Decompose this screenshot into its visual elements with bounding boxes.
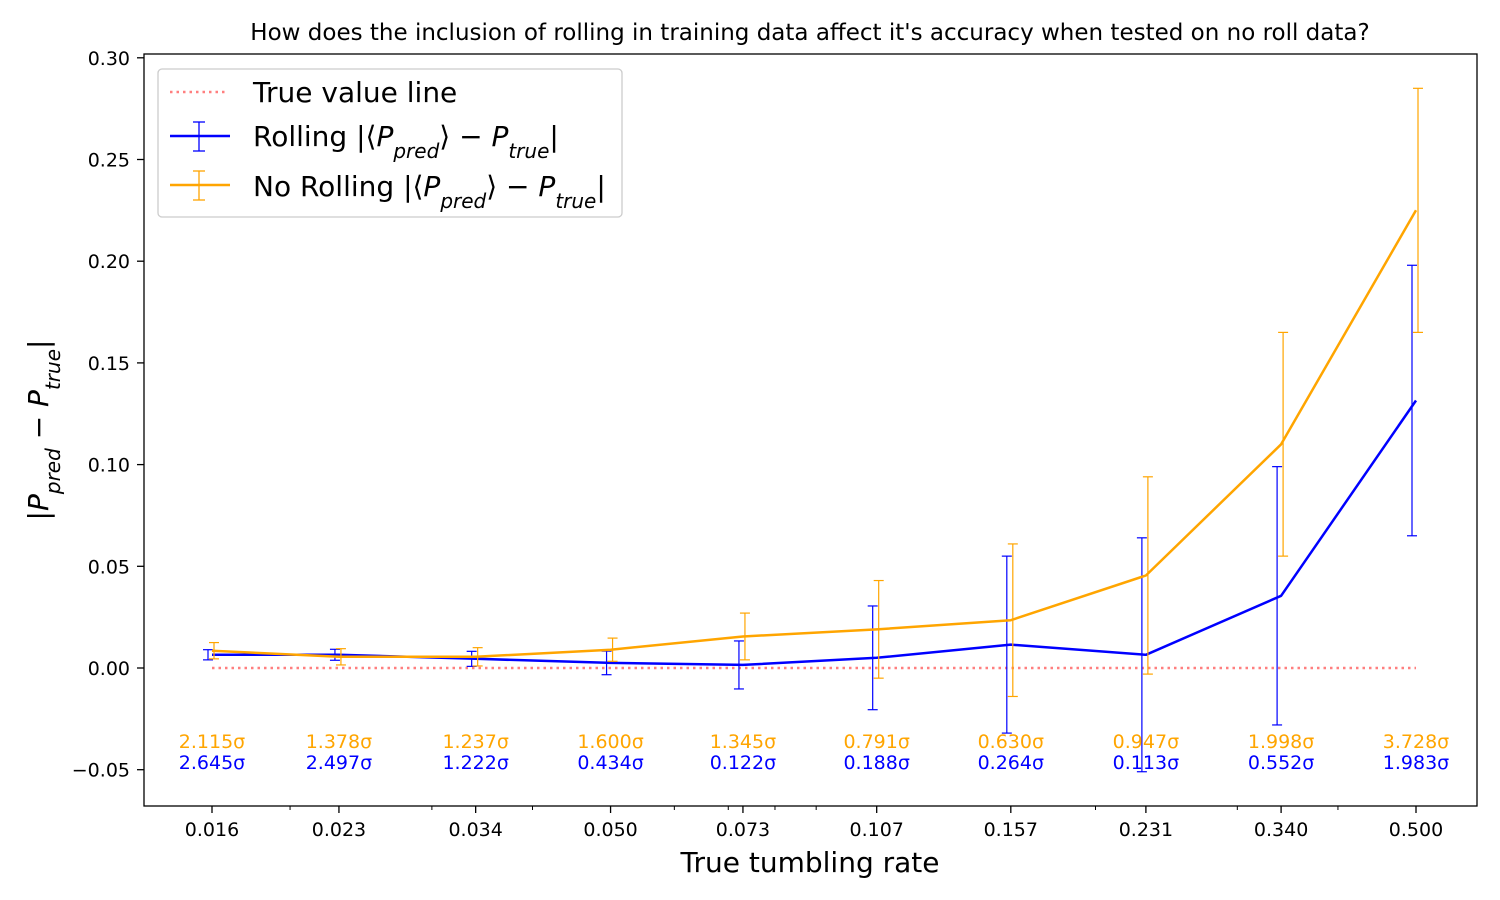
sigma-label-rolling: 0.552σ <box>1248 752 1314 774</box>
sigma-label-rolling: 2.497σ <box>306 752 372 774</box>
errorbar-no-rolling <box>1413 87 1423 333</box>
legend-swatch-rolling <box>170 121 230 152</box>
x-tick-label: 0.340 <box>1254 819 1308 841</box>
x-tick-label: 0.157 <box>984 819 1038 841</box>
x-axis-label: True tumbling rate <box>680 846 940 879</box>
x-tick-label: 0.034 <box>448 819 502 841</box>
sigma-label-no-rolling: 1.237σ <box>442 731 508 753</box>
sigma-label-no-rolling: 1.600σ <box>577 731 643 753</box>
x-tick-label: 0.500 <box>1389 819 1443 841</box>
errorbar-rolling <box>203 649 213 661</box>
plot-frame <box>143 53 1478 807</box>
legend: True value line Rolling |⟨Ppred⟩ − Ptrue… <box>157 68 623 218</box>
series-line-no-rolling <box>211 209 1418 659</box>
sigma-label-rolling: 0.188σ <box>843 752 909 774</box>
errorbar-rolling <box>1407 264 1417 537</box>
sigma-label-rolling: 2.645σ <box>179 752 245 774</box>
y-tick-label: 0.15 <box>88 353 130 375</box>
legend-label-true-value: True value line <box>252 76 457 109</box>
x-tick-label: 0.073 <box>716 819 770 841</box>
y-tick-label: 0.10 <box>88 455 130 477</box>
x-tick-label: 0.016 <box>185 819 239 841</box>
y-tick-label: 0.30 <box>88 48 130 70</box>
sigma-label-rolling: 0.264σ <box>978 752 1044 774</box>
sigma-label-no-rolling: 1.345σ <box>710 731 776 753</box>
errorbar-no-rolling <box>1142 476 1153 675</box>
y-tick-label: −0.05 <box>72 760 130 782</box>
legend-swatch-no-rolling <box>170 170 230 201</box>
sigma-label-no-rolling: 3.728σ <box>1383 731 1449 753</box>
x-tick-label: 0.050 <box>583 819 637 841</box>
sigma-label-rolling: 0.434σ <box>577 752 643 774</box>
y-axis-label: |Ppred − Ptrue| <box>22 340 65 521</box>
sigma-label-no-rolling: 1.998σ <box>1248 731 1314 753</box>
sigma-label-no-rolling: 0.947σ <box>1113 731 1179 753</box>
y-tick-label: 0.20 <box>88 251 130 273</box>
y-tick-label: 0.05 <box>88 556 130 578</box>
x-tick-label: 0.231 <box>1119 819 1173 841</box>
x-tick-label: 0.023 <box>312 819 366 841</box>
sigma-label-no-rolling: 1.378σ <box>306 731 372 753</box>
sigma-label-rolling: 1.222σ <box>442 752 508 774</box>
errorbar-rolling <box>1272 466 1283 726</box>
chart-title: How does the inclusion of rolling in tra… <box>250 20 1369 46</box>
sigma-label-no-rolling: 2.115σ <box>179 731 245 753</box>
y-tick-label: 0.25 <box>88 150 130 172</box>
sigma-label-rolling: 0.113σ <box>1113 752 1179 774</box>
sigma-label-no-rolling: 0.791σ <box>843 731 909 753</box>
x-tick-label: 0.107 <box>849 819 903 841</box>
legend-box <box>157 68 623 218</box>
y-tick-label: 0.00 <box>88 658 130 680</box>
sigma-label-rolling: 1.983σ <box>1383 752 1449 774</box>
errorbar-no-rolling <box>1278 331 1289 557</box>
sigma-label-no-rolling: 0.630σ <box>978 731 1044 753</box>
sigma-label-rolling: 0.122σ <box>710 752 776 774</box>
